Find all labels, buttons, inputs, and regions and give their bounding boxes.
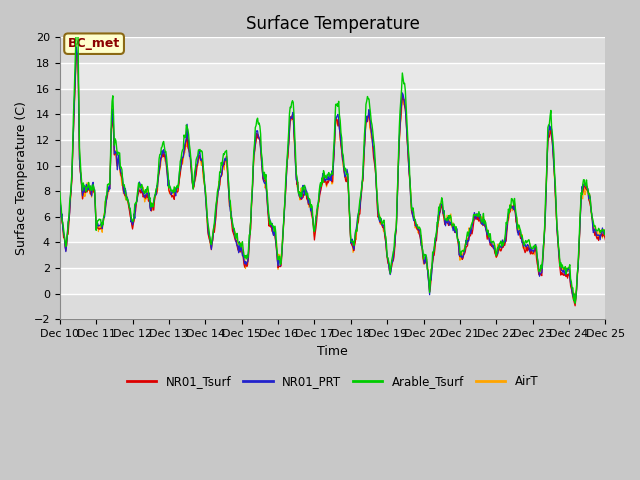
- Bar: [60, 217, 605, 242]
- Bar: [60, 242, 605, 268]
- Title: Surface Temperature: Surface Temperature: [246, 15, 420, 33]
- Bar: [60, 63, 605, 89]
- X-axis label: Time: Time: [317, 345, 348, 358]
- Bar: [60, 191, 605, 217]
- Bar: [60, 166, 605, 191]
- Text: BC_met: BC_met: [68, 37, 120, 50]
- Bar: [60, 37, 605, 63]
- Bar: [60, 89, 605, 114]
- Y-axis label: Surface Temperature (C): Surface Temperature (C): [15, 101, 28, 255]
- Bar: [60, 268, 605, 294]
- Bar: [60, 294, 605, 319]
- Bar: [60, 114, 605, 140]
- Legend: NR01_Tsurf, NR01_PRT, Arable_Tsurf, AirT: NR01_Tsurf, NR01_PRT, Arable_Tsurf, AirT: [122, 370, 543, 393]
- Bar: [60, 140, 605, 166]
